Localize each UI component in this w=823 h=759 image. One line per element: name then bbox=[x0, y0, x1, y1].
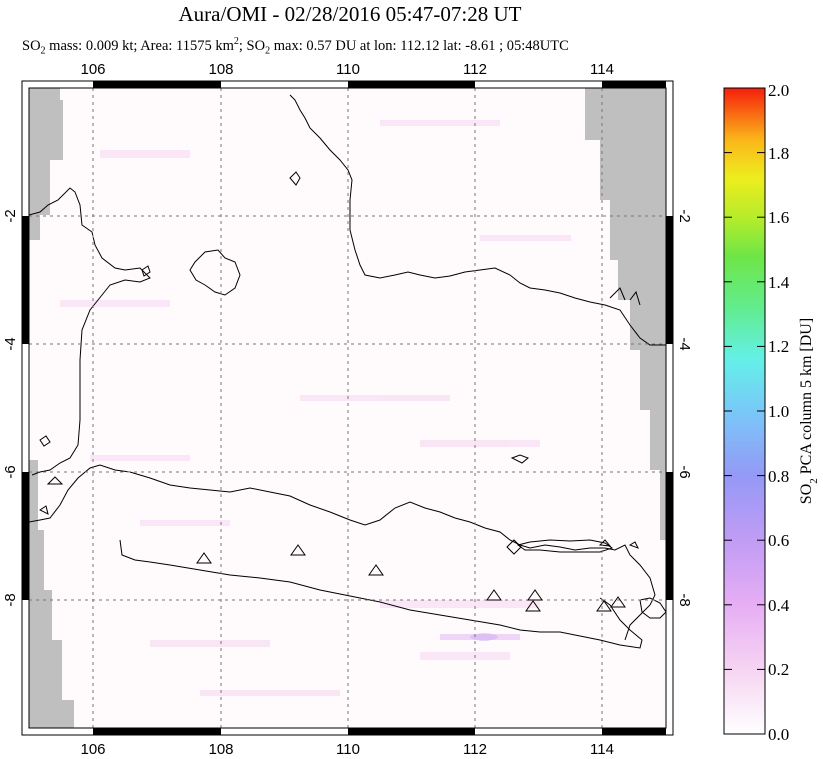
colorbar-tick-label: 0.2 bbox=[768, 660, 789, 679]
colorbar-title: SO2 PCA column 5 km [DU] bbox=[798, 318, 820, 504]
lat-tick-label: -8 bbox=[676, 593, 693, 606]
lon-tick-label: 114 bbox=[590, 61, 614, 78]
colorbar-tick-label: 1.0 bbox=[768, 402, 789, 421]
colorbar-tick-label: 1.2 bbox=[768, 337, 789, 356]
lat-labels-left: -2 -4 -6 -8 bbox=[2, 209, 19, 606]
volcano-marker bbox=[527, 589, 543, 601]
lat-tick-label: -8 bbox=[2, 593, 19, 606]
lon-tick-label: 106 bbox=[80, 61, 105, 78]
map-plot-area bbox=[29, 88, 666, 728]
lon-tick-label: 110 bbox=[336, 741, 360, 758]
colorbar-tick-label: 0.8 bbox=[768, 467, 789, 486]
page-title: Aura/OMI - 02/28/2016 05:47-07:28 UT bbox=[178, 2, 522, 26]
lat-tick-label: -6 bbox=[676, 465, 693, 478]
lat-labels-right: -2 -4 -6 -8 bbox=[676, 209, 693, 606]
coastlines bbox=[29, 94, 666, 649]
lat-tick-label: -4 bbox=[676, 337, 693, 350]
no-data-swath-left-lower bbox=[29, 460, 74, 728]
lon-tick-label: 108 bbox=[208, 741, 233, 758]
volcano-marker bbox=[610, 596, 626, 608]
volcano-marker bbox=[486, 589, 502, 601]
graticule bbox=[29, 88, 666, 728]
volcano-marker bbox=[290, 544, 306, 556]
no-data-swath-left bbox=[29, 88, 63, 240]
lon-tick-label: 112 bbox=[463, 61, 487, 78]
colorbar-tick-label: 0.4 bbox=[768, 596, 790, 615]
colorbar-tick-label: 1.6 bbox=[768, 208, 789, 227]
lat-tick-label: -2 bbox=[676, 209, 693, 222]
colorbar-tick-label: 0.6 bbox=[768, 531, 789, 550]
colorbar-tick-label: 1.4 bbox=[768, 273, 790, 292]
volcano-marker bbox=[596, 600, 612, 612]
lon-tick-label: 106 bbox=[80, 741, 105, 758]
lon-labels-top: 106 108 110 112 114 bbox=[80, 61, 613, 78]
lat-tick-label: -4 bbox=[2, 337, 19, 350]
lon-tick-label: 112 bbox=[463, 741, 487, 758]
colorbar: 2.0 1.8 1.6 1.4 1.2 1.0 0.8 0.6 0.4 0.2 … bbox=[723, 81, 820, 744]
colorbar-ticks bbox=[724, 87, 765, 670]
colorbar-tick-label: 1.8 bbox=[768, 144, 789, 163]
lat-tick-label: -2 bbox=[2, 209, 19, 222]
lon-labels-bottom: 106 108 110 112 114 bbox=[80, 741, 613, 758]
map-frame bbox=[21, 80, 674, 736]
volcano-marker bbox=[368, 564, 384, 576]
lon-tick-label: 114 bbox=[590, 741, 614, 758]
lon-tick-label: 108 bbox=[208, 61, 233, 78]
colorbar-tick-label: 0.0 bbox=[768, 725, 789, 744]
volcano-marker bbox=[506, 539, 522, 555]
colorbar-tick-label: 2.0 bbox=[768, 81, 789, 100]
volcano-marker bbox=[196, 552, 212, 564]
volcano-markers bbox=[46, 476, 626, 612]
volcano-marker bbox=[46, 476, 64, 485]
lat-tick-label: -6 bbox=[2, 465, 19, 478]
statistics-subtitle: SO2 mass: 0.009 kt; Area: 11575 km2; SO2… bbox=[22, 36, 569, 57]
lon-tick-label: 110 bbox=[336, 61, 360, 78]
so2-pixels bbox=[60, 120, 590, 696]
volcano-marker bbox=[525, 600, 541, 612]
no-data-swath-right bbox=[548, 88, 666, 728]
